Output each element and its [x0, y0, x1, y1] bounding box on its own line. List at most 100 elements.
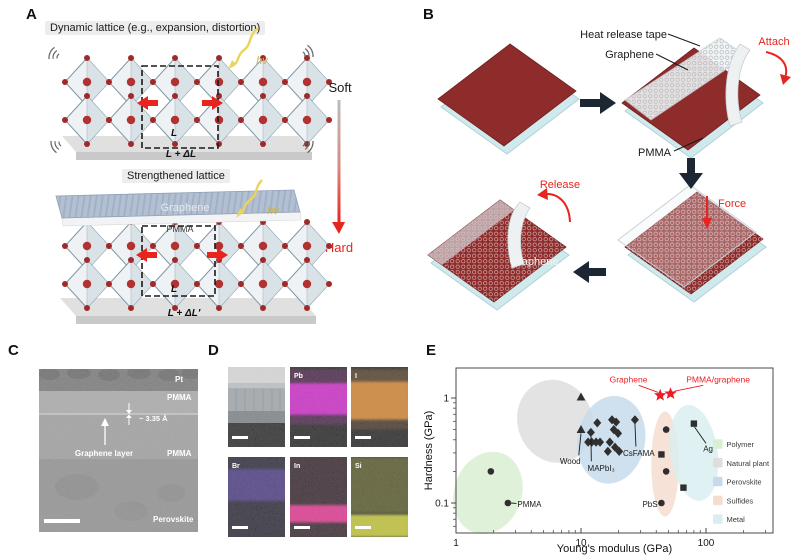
soft-label: Soft	[328, 80, 352, 95]
annotation-csfama: CsFAMA	[623, 449, 655, 458]
photon-label-2: hν	[267, 205, 279, 217]
spacing-marks	[126, 403, 132, 425]
pmma-layer-label: PMMA	[167, 224, 194, 234]
expanded-length-label: L + ΔL	[166, 149, 196, 160]
panel-c-letter: C	[8, 342, 19, 359]
panel-a-title-top: Dynamic lattice (e.g., expansion, distor…	[45, 21, 266, 35]
release-arrowhead	[537, 188, 548, 200]
legend-label: Natural plant	[727, 459, 770, 468]
expansion-arrow-left	[137, 96, 158, 110]
hard-label: Hard	[325, 240, 353, 255]
series-metal-ag-	[658, 420, 698, 491]
eds-tile-in: In	[290, 457, 347, 537]
panel-c-tem-image: Pt PMMA ~ 3.35 Å Graphene layer PMMA Per…	[39, 369, 198, 532]
eds-tile-haadf: HAADF	[228, 367, 285, 447]
graphene-sheet-label: Graphene	[161, 202, 210, 214]
pmma-callout	[673, 137, 704, 152]
annotation-wood: Wood	[560, 457, 581, 466]
photon-arrowhead-2	[236, 208, 244, 218]
vibration-arcs	[48, 44, 314, 154]
expansion-arrow-right-2	[207, 248, 228, 262]
soft-hard-gradient-arrow	[337, 100, 341, 222]
process-arrow-left	[573, 261, 606, 283]
legend-swatch	[713, 439, 723, 449]
release-arrow	[543, 192, 571, 223]
graphene-pointer-head	[101, 418, 109, 426]
graphene-tape-mesh	[625, 38, 746, 120]
legend-label: Sulfides	[727, 496, 754, 505]
y-tick-label: 1	[443, 394, 449, 405]
graphene-callout	[655, 53, 689, 71]
legend-swatch	[713, 495, 723, 506]
annotation-pmma: PMMA	[517, 500, 542, 509]
legend-label: Perovskite	[727, 478, 762, 487]
eds-tile-si: Si	[351, 457, 408, 537]
region-natural-plant	[516, 379, 594, 463]
photon-arrow-2	[239, 179, 263, 215]
graphene-label: Graphene	[605, 49, 654, 61]
panel-d-letter: D	[208, 342, 219, 359]
dynamic-lattice	[62, 55, 332, 147]
peeling-tape-flap	[507, 201, 531, 269]
series-polymer-pmma-	[487, 468, 512, 507]
press-sheet	[617, 184, 757, 288]
chart-legend: Polymer Natural plant Perovskite Sulfides Me…	[713, 439, 770, 524]
panel-a-letter: A	[26, 6, 37, 23]
eds-tile-pb: Pb	[290, 367, 347, 447]
panel-b-letter: B	[423, 6, 434, 23]
y-axis-label: Hardness (GPa)	[423, 411, 435, 490]
substrate-top-face	[62, 136, 312, 152]
attach-arrow	[765, 51, 788, 79]
expansion-arrow-right	[202, 96, 223, 110]
eds-tile-label: HAADF	[232, 373, 257, 380]
legend-label: Metal	[727, 515, 746, 524]
region-polymer	[453, 451, 523, 534]
tem-noise-texture	[39, 369, 198, 532]
legend-swatch	[713, 458, 723, 468]
heat-tape-label: Heat release tape	[580, 29, 667, 41]
eds-tile-i: I	[351, 367, 408, 447]
unit-length-label-top: L	[171, 128, 177, 139]
graphene-layer-label: Graphene layer	[75, 449, 133, 458]
panel-b-illustration: Heat release tape Graphene PMMA Attach F…	[427, 29, 791, 311]
legend-swatch	[713, 476, 723, 487]
force-label: Force	[718, 198, 746, 210]
panel-a-title-bottom: Strengthened lattice	[122, 169, 230, 183]
graphene-film-label: Graphene	[510, 256, 559, 268]
unit-length-label-bottom: L	[171, 284, 177, 295]
series-sulfides-pbs-	[658, 426, 670, 507]
eds-tile-label: In	[294, 463, 300, 470]
annotation-pbs: PbS	[642, 500, 657, 509]
y-tick-label: 0.1	[435, 499, 449, 510]
heat-tape-callout	[667, 33, 701, 47]
substrate-front-face	[76, 152, 312, 160]
annotation-mapbi-: MAPbI₃	[588, 464, 615, 473]
legend-label: Polymer	[727, 440, 755, 449]
pmma-label: PMMA	[638, 147, 672, 159]
eds-tile-br: Br	[228, 457, 285, 537]
photon-label: hν	[256, 55, 268, 67]
legend-swatch	[713, 514, 723, 524]
attach-label: Attach	[758, 36, 789, 48]
pmma-top-label: PMMA	[167, 393, 192, 402]
pmma-mid-label: PMMA	[167, 449, 192, 458]
panel-e-letter: E	[426, 342, 437, 359]
process-arrow-right	[580, 92, 616, 114]
unit-cell-box-top	[141, 65, 219, 149]
pt-label: Pt	[175, 375, 183, 384]
eds-tile-label: Si	[355, 463, 362, 470]
eds-tile-label: Pb	[294, 373, 303, 380]
substrate2-front-face	[76, 316, 316, 324]
release-label: Release	[540, 179, 580, 191]
dspacing-label: ~ 3.35 Å	[139, 414, 168, 423]
soft-hard-arrowhead	[332, 222, 345, 234]
x-tick-label: 100	[698, 538, 715, 549]
chart-annotations: PMMA Wood MAPbI₃ CsFAMA PbS Ag Graphene PMMA/gr…	[510, 375, 750, 509]
unit-cell-box-bottom	[141, 225, 216, 297]
expansion-arrow-left-2	[136, 248, 157, 262]
panel-d-eds-maps: HAADF Pb I Br In Si	[228, 365, 413, 545]
released-graphene-mesh	[428, 200, 566, 302]
annotation-ag: Ag	[703, 445, 713, 454]
substrate2-top-face	[60, 298, 316, 316]
chart-points	[487, 387, 698, 507]
